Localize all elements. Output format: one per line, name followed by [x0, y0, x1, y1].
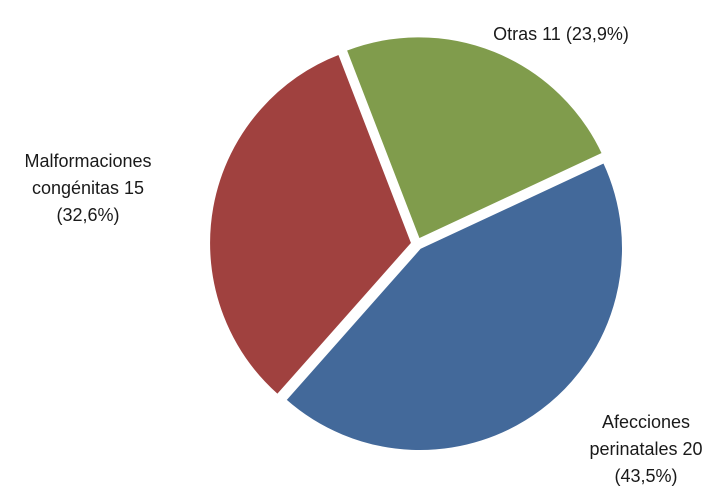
slices-layer: [208, 35, 624, 452]
slice-label-2: Malformaciones congénitas 15 (32,6%): [24, 151, 151, 225]
slice-label-line: Malformaciones: [24, 151, 151, 171]
slice-label-line: (32,6%): [56, 205, 119, 225]
slice-label-line: perinatales 20: [589, 439, 702, 459]
pie-slice-1: [284, 160, 624, 452]
slice-label-line: (43,5%): [614, 466, 677, 486]
slice-label-3: Otras 11 (23,9%): [493, 24, 629, 44]
slice-label-1: Afecciones perinatales 20 (43,5%): [589, 412, 702, 486]
slice-label-line: Otras 11 (23,9%): [493, 24, 629, 44]
pie-slice-2: [208, 52, 414, 397]
pie-slice-3: [344, 35, 605, 241]
slice-label-line: congénitas 15: [32, 178, 144, 198]
slice-label-line: Afecciones: [602, 412, 690, 432]
labels-layer: Afecciones perinatales 20 (43,5%) Malformac…: [24, 24, 702, 486]
